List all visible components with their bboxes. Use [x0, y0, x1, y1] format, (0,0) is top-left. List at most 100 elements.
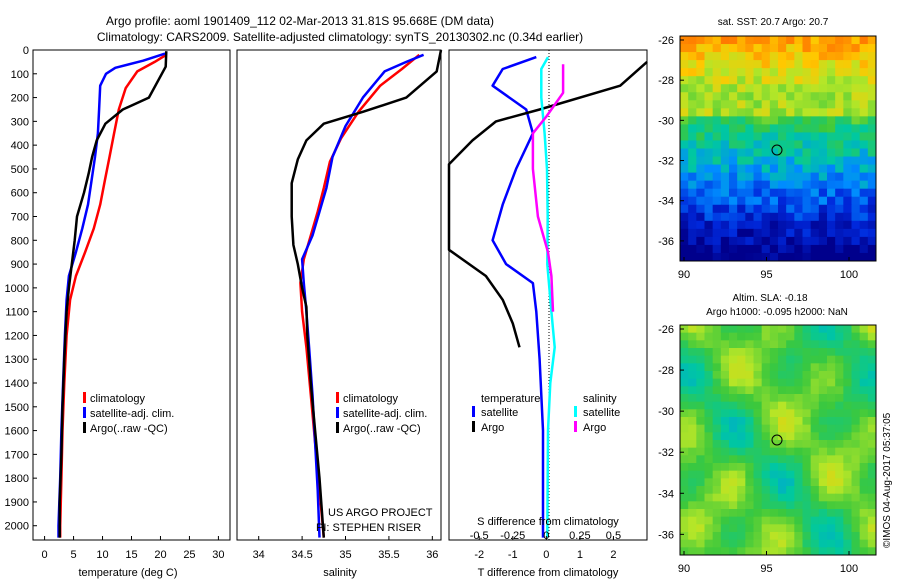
sla-cell — [712, 348, 722, 357]
sst-cell — [778, 236, 787, 246]
sst-cell — [761, 44, 771, 53]
sla-cell — [810, 509, 820, 518]
sla-cell — [827, 501, 836, 510]
sla-cell — [778, 386, 787, 395]
sst-cell — [753, 68, 763, 77]
sla-cell — [729, 470, 738, 479]
sla-cell — [704, 478, 714, 487]
sla-cell — [859, 539, 869, 548]
map-y-tick-label: -30 — [658, 406, 674, 418]
sst-cell — [680, 140, 689, 149]
sla-cell — [843, 493, 852, 502]
sla-cell — [712, 417, 722, 426]
sst-cell — [688, 132, 697, 141]
sst-cell — [712, 148, 722, 158]
depth-tick-label: 1800 — [5, 473, 29, 485]
sla-cell — [712, 516, 722, 525]
sst-cell — [810, 180, 820, 190]
sst-cell — [769, 76, 779, 85]
sst-cell — [745, 44, 754, 53]
sla-cell — [859, 325, 869, 334]
sla-cell — [737, 325, 746, 334]
sst-cell — [753, 228, 763, 238]
sla-cell — [745, 340, 754, 349]
sla-cell — [778, 455, 787, 464]
x-tick-label: 30 — [212, 549, 224, 561]
sla-cell — [729, 524, 738, 533]
sla-cell — [745, 493, 754, 502]
sst-cell — [794, 36, 803, 45]
sst-cell — [802, 132, 812, 141]
sst-cell — [851, 52, 861, 61]
sst-cell — [680, 36, 689, 45]
sla-cell — [680, 409, 689, 418]
sst-cell — [688, 236, 697, 246]
sla-cell — [835, 332, 844, 341]
sst-cell — [827, 212, 836, 222]
sst-cell — [778, 212, 787, 222]
sst-cell — [843, 252, 852, 262]
sla-cell — [851, 332, 861, 341]
sst-cell — [778, 68, 787, 77]
sst-cell — [712, 228, 722, 238]
sst-cell — [729, 92, 738, 101]
sst-cell — [835, 180, 844, 190]
sst-cell — [761, 228, 771, 238]
sla-cell — [794, 378, 803, 387]
sst-cell — [712, 92, 722, 101]
sla-cell — [835, 547, 844, 556]
series-line-climatology — [58, 53, 167, 538]
sst-cell — [851, 196, 861, 206]
sst-cell — [810, 212, 820, 222]
sla-cell — [802, 432, 812, 441]
sla-cell — [712, 401, 722, 410]
sla-cell — [737, 547, 746, 556]
sla-cell — [794, 509, 803, 518]
sla-cell — [704, 532, 714, 541]
sla-cell — [704, 539, 714, 548]
sst-cell — [737, 204, 746, 214]
sst-cell — [745, 180, 754, 190]
sst-cell — [778, 100, 787, 109]
sla-cell — [835, 524, 844, 533]
sla-cell — [827, 332, 836, 341]
sst-cell — [802, 156, 812, 166]
x-tick-label: 5 — [70, 549, 76, 561]
sst-cell — [720, 156, 730, 166]
sst-cell — [745, 132, 754, 141]
sst-cell — [769, 220, 779, 230]
map-y-tick-label: -34 — [658, 196, 674, 208]
sla-cell — [688, 355, 697, 364]
sst-cell — [737, 212, 746, 222]
sst-cell — [802, 36, 812, 45]
sst-cell — [753, 60, 763, 69]
sla-cell — [867, 501, 877, 510]
sst-cell — [835, 236, 844, 246]
sst-cell — [761, 84, 771, 93]
sst-cell — [802, 76, 812, 85]
sla-cell — [843, 378, 852, 387]
sla-cell — [688, 463, 697, 472]
sst-cell — [737, 84, 746, 93]
sla-cell — [688, 371, 697, 380]
sst-cell — [810, 156, 820, 166]
sst-cell — [786, 204, 795, 214]
sst-cell — [696, 84, 705, 93]
depth-tick-label: 1500 — [5, 402, 29, 414]
sla-cell — [761, 340, 771, 349]
sla-cell — [696, 355, 705, 364]
sla-cell — [818, 470, 828, 479]
sla-cell — [761, 486, 771, 495]
sla-cell — [794, 348, 803, 357]
sst-cell — [794, 220, 803, 230]
sst-cell — [859, 108, 869, 117]
sst-cell — [712, 156, 722, 166]
sst-cell — [688, 180, 697, 190]
sst-cell — [737, 196, 746, 206]
sst-cell — [802, 92, 812, 101]
sst-cell — [720, 132, 730, 141]
sla-cell — [859, 486, 869, 495]
sla-cell — [786, 325, 795, 334]
sla-cell — [769, 524, 779, 533]
sla-cell — [761, 417, 771, 426]
